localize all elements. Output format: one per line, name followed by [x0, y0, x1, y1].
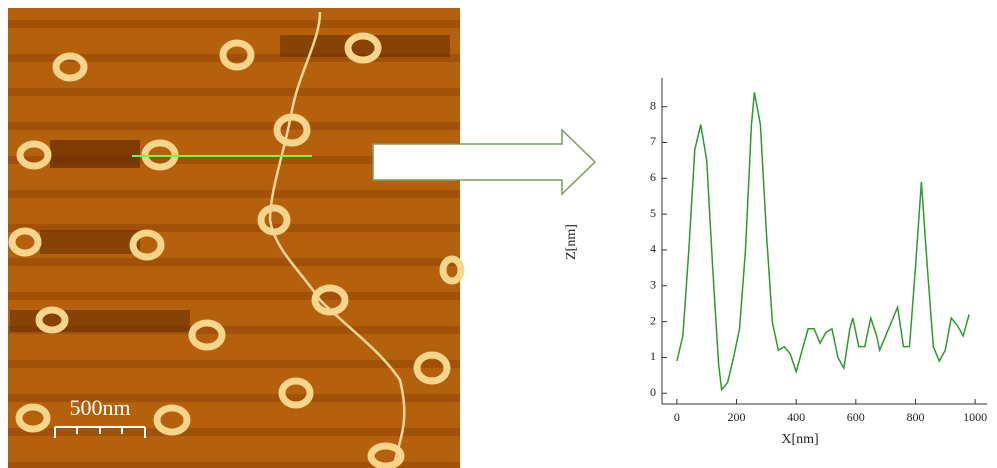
profile-line: [677, 92, 969, 389]
afm-image: 500nm: [8, 8, 461, 468]
y-tick-label: 2: [650, 313, 656, 327]
y-tick-label: 4: [650, 242, 656, 256]
profile-chart: X[nm] Z[nm] 0 1 2 3 4 5 6 7 8 0 200 400 600 800 1000: [564, 78, 987, 447]
x-tick-label: 200: [728, 410, 746, 424]
y-tick-label: 7: [650, 134, 656, 148]
shadow: [50, 140, 140, 168]
scale-bar-label: 500nm: [69, 395, 130, 420]
y-axis-label: Z[nm]: [564, 224, 579, 260]
y-tick-label: 5: [650, 206, 656, 220]
x-tick-label: 0: [674, 410, 680, 424]
y-tick-label: 3: [650, 278, 656, 292]
shadow: [40, 230, 140, 254]
y-tick-label: 1: [650, 349, 656, 363]
x-tick-label: 1000: [963, 410, 987, 424]
y-tick-label: 8: [650, 98, 656, 112]
figure: 500nm X[nm] Z[nm] 0 1 2 3 4 5 6 7 8 0 200 400 600 800…: [0, 0, 997, 468]
x-axis-label: X[nm]: [781, 432, 818, 447]
y-tick-label: 6: [650, 170, 656, 184]
y-tick-label: 0: [650, 385, 656, 399]
x-tick-label: 800: [906, 410, 924, 424]
page: 500nm X[nm] Z[nm] 0 1 2 3 4 5 6 7 8 0 200 400 600 800…: [0, 0, 997, 468]
x-tick-label: 400: [787, 410, 805, 424]
x-tick-label: 600: [847, 410, 865, 424]
